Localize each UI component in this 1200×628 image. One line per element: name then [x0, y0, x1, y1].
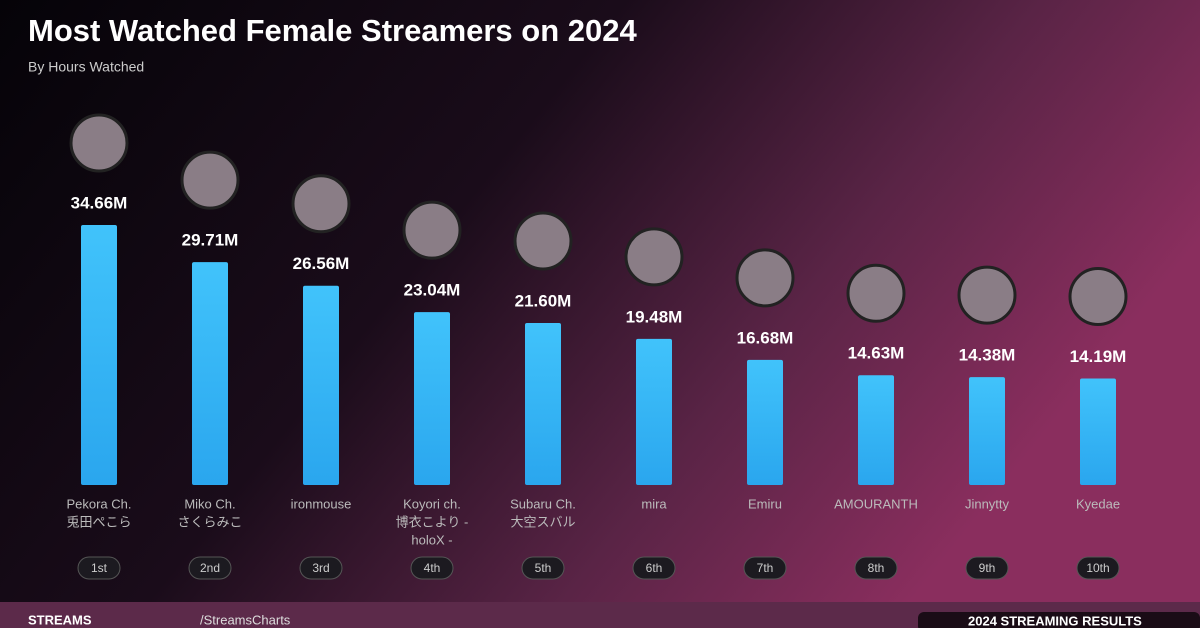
x-tick-label: ironmouse — [291, 496, 352, 511]
rank-pill — [854, 556, 898, 580]
rank-label: 7th — [757, 561, 774, 575]
chart-title: Most Watched Female Streamers on 2024 — [28, 13, 637, 48]
rank-label: 9th — [979, 561, 996, 575]
rank-label: 10th — [1086, 561, 1109, 575]
background — [0, 0, 1200, 602]
avatar — [513, 211, 573, 271]
rank-pill — [410, 556, 454, 580]
value-label: 14.63M — [848, 344, 905, 363]
rank-pill — [743, 556, 787, 580]
avatar — [957, 265, 1017, 325]
footer-brand: STREAMS — [28, 612, 92, 627]
x-tick-label: Jinnytty — [965, 496, 1010, 511]
x-tick-label: 兎田ぺこら — [66, 514, 131, 529]
x-tick-label: mira — [641, 496, 667, 511]
x-tick-label: Koyori ch. — [403, 496, 461, 511]
bar — [1080, 378, 1116, 485]
avatar — [1068, 267, 1128, 327]
value-label: 21.60M — [515, 291, 572, 310]
bar — [81, 225, 117, 485]
avatar — [69, 113, 129, 173]
rank-label: 6th — [646, 561, 663, 575]
value-label: 34.66M — [71, 193, 128, 212]
rank-label: 4th — [424, 561, 441, 575]
footer-badge: 2024 STREAMING RESULTS — [968, 613, 1142, 628]
x-tick-label: Pekora Ch. — [66, 496, 131, 511]
value-label: 19.48M — [626, 307, 683, 326]
value-label: 14.38M — [959, 346, 1016, 365]
rank-label: 1st — [91, 561, 108, 575]
avatar — [291, 174, 351, 234]
value-label: 16.68M — [737, 328, 794, 347]
bar — [747, 359, 783, 485]
x-tick-label: 大空スバル — [510, 514, 575, 529]
rank-pill — [77, 556, 121, 580]
bar — [525, 322, 561, 485]
avatar — [180, 150, 240, 210]
bar — [303, 285, 339, 485]
footer-handle: /StreamsCharts — [200, 612, 291, 627]
value-label: 14.19M — [1070, 347, 1127, 366]
x-tick-label: Subaru Ch. — [510, 496, 576, 511]
rank-pill — [1076, 556, 1120, 580]
bar — [192, 262, 228, 485]
x-tick-label: 博衣こより - — [396, 514, 469, 529]
bar — [858, 375, 894, 485]
rank-pill — [299, 556, 343, 580]
rank-pill — [965, 556, 1009, 580]
avatar — [846, 263, 906, 323]
rank-label: 2nd — [200, 561, 220, 575]
rank-label: 5th — [535, 561, 552, 575]
rank-pill — [188, 556, 232, 580]
value-label: 23.04M — [404, 281, 461, 300]
x-tick-label: holoX - — [411, 532, 452, 547]
value-label: 26.56M — [293, 254, 350, 273]
bar — [969, 377, 1005, 485]
chart-subtitle: By Hours Watched — [28, 59, 144, 75]
bar — [636, 338, 672, 485]
value-label: 29.71M — [182, 231, 239, 250]
rank-pill — [632, 556, 676, 580]
avatar — [735, 248, 795, 308]
rank-label: 3rd — [312, 561, 329, 575]
avatar — [624, 227, 684, 287]
bar — [414, 312, 450, 485]
x-tick-label: AMOURANTH — [834, 496, 918, 511]
rank-pill — [521, 556, 565, 580]
x-tick-label: さくらみこ — [177, 514, 242, 529]
x-tick-label: Miko Ch. — [184, 496, 235, 511]
x-tick-label: Kyedae — [1076, 496, 1120, 511]
footer-badge-bg — [918, 612, 1200, 628]
avatar — [402, 200, 462, 260]
rank-label: 8th — [868, 561, 885, 575]
x-tick-label: Emiru — [748, 496, 782, 511]
